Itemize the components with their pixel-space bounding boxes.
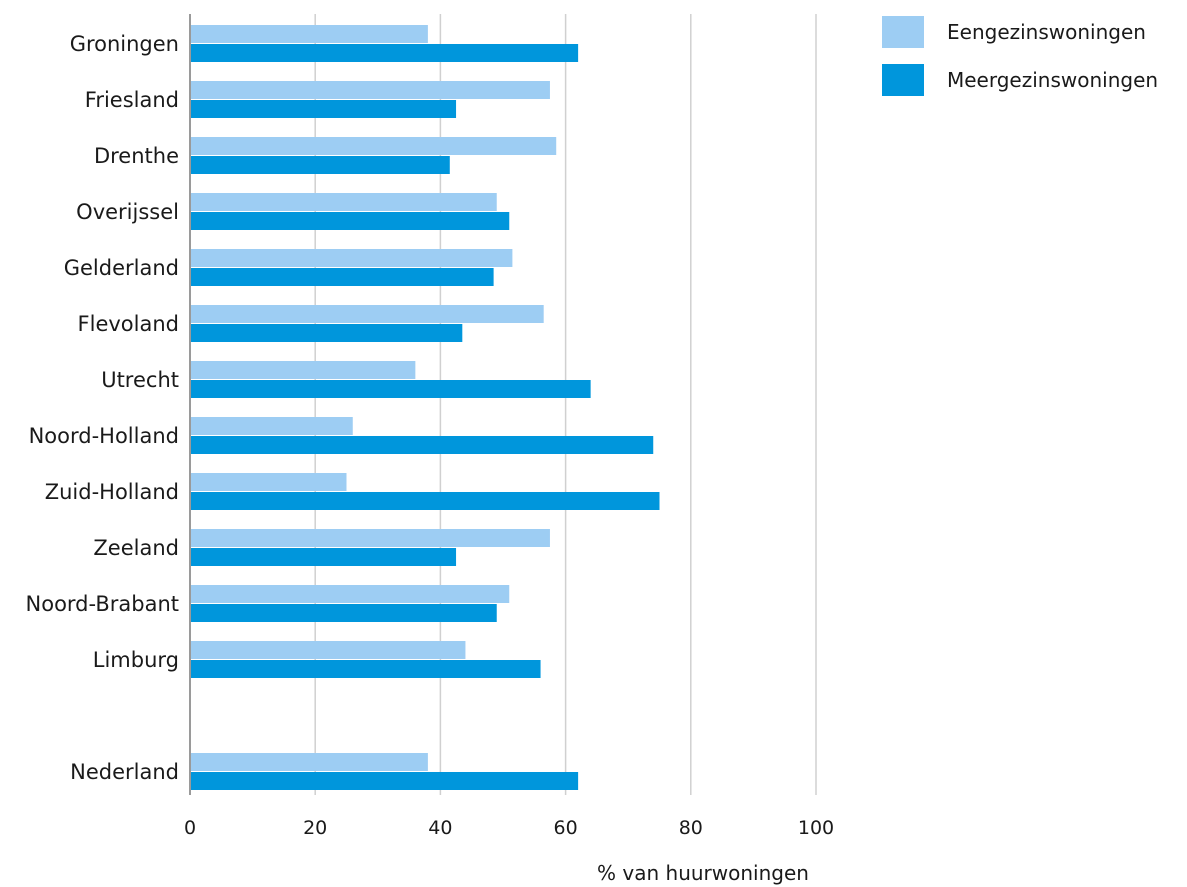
x-axis-title: % van huurwoningen <box>597 861 809 885</box>
category-label: Utrecht <box>101 368 179 392</box>
bar-eengezins-noord-holland <box>190 417 353 435</box>
bar-eengezins-overijssel <box>190 193 497 211</box>
bar-eengezins-utrecht <box>190 361 416 379</box>
x-tick-label: 0 <box>184 817 196 839</box>
bar-meergezins-noord-brabant <box>190 604 497 622</box>
x-tick-labels: 0 20 40 60 80 100 <box>184 817 834 839</box>
category-label: Overijssel <box>76 200 179 224</box>
category-label: Flevoland <box>78 312 179 336</box>
bar-meergezins-drenthe <box>190 156 450 174</box>
x-tick-label: 40 <box>428 817 452 839</box>
bar-eengezins-noord-brabant <box>190 585 510 603</box>
bar-eengezins-flevoland <box>190 305 544 323</box>
bar-eengezins-zeeland <box>190 529 550 547</box>
bar-meergezins-flevoland <box>190 324 463 342</box>
category-labels: Groningen Friesland Drenthe Overijssel Gelde… <box>26 32 179 784</box>
legend-swatch-eengezins <box>882 16 924 48</box>
bar-meergezins-zeeland <box>190 548 457 566</box>
x-tick-label: 100 <box>798 817 834 839</box>
x-tick-label: 80 <box>679 817 703 839</box>
bar-meergezins-noord-holland <box>190 436 654 454</box>
category-label: Noord-Brabant <box>26 592 179 616</box>
category-label: Zeeland <box>93 536 179 560</box>
legend-label: Eengezinswoningen <box>947 20 1146 44</box>
category-label: Friesland <box>85 88 179 112</box>
category-label: Zuid-Holland <box>45 480 179 504</box>
bar-eengezins-groningen <box>190 25 428 43</box>
bar-eengezins-zuid-holland <box>190 473 347 491</box>
legend-swatch-meergezins <box>882 64 924 96</box>
x-tick-label: 20 <box>303 817 327 839</box>
legend-label: Meergezinswoningen <box>947 68 1158 92</box>
bar-meergezins-limburg <box>190 660 541 678</box>
bar-eengezins-drenthe <box>190 137 557 155</box>
legend: Eengezinswoningen Meergezinswoningen <box>882 16 1158 96</box>
bar-eengezins-gelderland <box>190 249 513 267</box>
category-label: Noord-Holland <box>29 424 179 448</box>
bar-meergezins-groningen <box>190 44 579 62</box>
category-label: Gelderland <box>64 256 179 280</box>
category-label: Groningen <box>70 32 179 56</box>
bar-eengezins-limburg <box>190 641 466 659</box>
bar-meergezins-overijssel <box>190 212 510 230</box>
bar-meergezins-nederland <box>190 772 579 790</box>
bar-meergezins-utrecht <box>190 380 591 398</box>
bar-meergezins-friesland <box>190 100 457 118</box>
bar-eengezins-nederland <box>190 753 428 771</box>
bar-meergezins-gelderland <box>190 268 494 286</box>
x-tick-label: 60 <box>554 817 578 839</box>
category-label: Drenthe <box>94 144 179 168</box>
category-label: Limburg <box>93 648 179 672</box>
category-label: Nederland <box>70 760 179 784</box>
bar-meergezins-zuid-holland <box>190 492 660 510</box>
bars <box>190 25 660 790</box>
bar-eengezins-friesland <box>190 81 550 99</box>
